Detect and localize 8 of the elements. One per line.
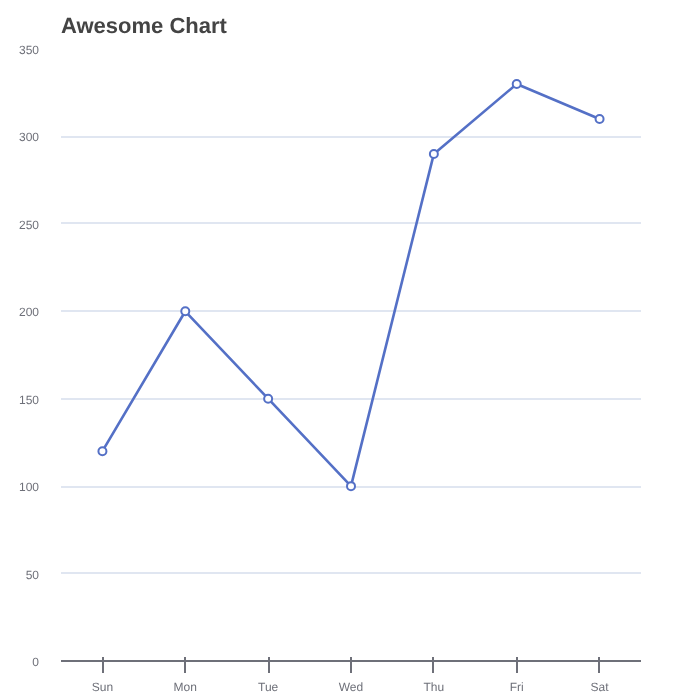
point [594,113,605,124]
chart-title: Awesome Chart [61,15,228,39]
point [511,78,522,89]
point [97,446,108,457]
point [180,306,191,317]
point [263,393,274,404]
point [428,148,439,159]
point [346,481,356,492]
